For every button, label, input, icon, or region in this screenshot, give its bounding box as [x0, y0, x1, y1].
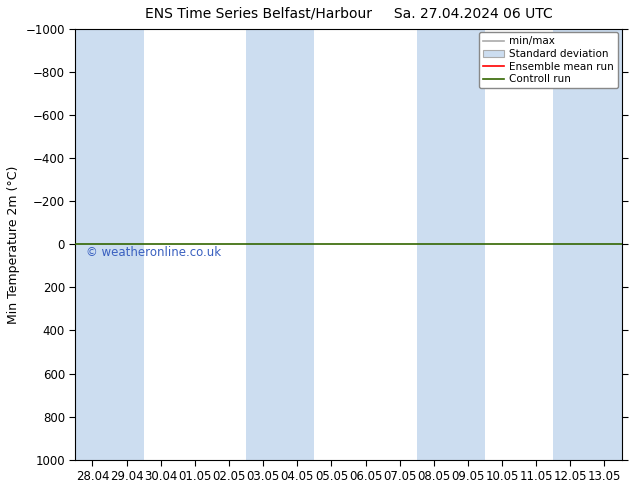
Bar	[451, 29, 485, 460]
Y-axis label: Min Temperature 2m (°C): Min Temperature 2m (°C)	[7, 165, 20, 323]
Bar	[587, 29, 621, 460]
Title: ENS Time Series Belfast/Harbour     Sa. 27.04.2024 06 UTC: ENS Time Series Belfast/Harbour Sa. 27.0…	[145, 7, 552, 21]
Text: © weatheronline.co.uk: © weatheronline.co.uk	[86, 245, 221, 259]
Bar	[110, 29, 144, 460]
Legend: min/max, Standard deviation, Ensemble mean run, Controll run: min/max, Standard deviation, Ensemble me…	[479, 32, 618, 88]
Bar	[246, 29, 280, 460]
Bar	[280, 29, 314, 460]
Bar	[417, 29, 451, 460]
Bar	[75, 29, 110, 460]
Bar	[553, 29, 587, 460]
